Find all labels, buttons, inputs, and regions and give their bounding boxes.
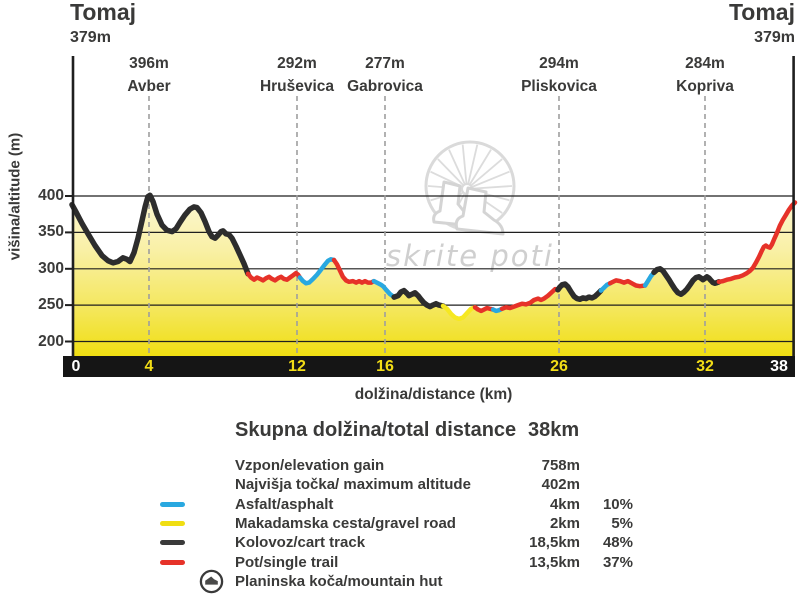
surface-color-swatch <box>160 559 185 565</box>
waypoint-label-gabrovica: 277m Gabrovica <box>315 52 455 98</box>
x-tick-label: 26 <box>550 358 568 375</box>
waypoint-altitude: 396m <box>129 55 169 72</box>
summary-row-label: Vzpon/elevation gain <box>235 457 385 474</box>
waypoint-label-avber: 396m Avber <box>79 52 219 98</box>
surface-color-swatch <box>160 501 185 507</box>
summary-row-percent: 48% <box>602 534 633 552</box>
summary-row-label: Najvišja točka/ maximum altitude <box>235 476 471 494</box>
summary-row-label: Asfalt/asphalt <box>235 495 334 513</box>
total-distance-value: 38km <box>528 419 580 441</box>
profile-segment-cart <box>69 192 251 277</box>
profile-segment-trail <box>716 200 798 285</box>
profile-segment-trail <box>472 305 496 314</box>
profile-segment-gravel <box>440 303 478 322</box>
surface-color-swatch <box>160 520 185 526</box>
mountain-hut-icon <box>199 569 224 594</box>
x-tick-label: 12 <box>288 358 306 375</box>
waypoint-altitude: 277m <box>365 55 405 72</box>
waypoint-label-pliskovica: 294m Pliskovica <box>489 52 629 98</box>
y-tick-label: 350 <box>38 223 64 241</box>
waypoint-name: Avber <box>127 78 171 95</box>
route-start-altitude: 379m <box>70 29 111 46</box>
profile-segment-cart <box>555 281 604 303</box>
summary-row: Kolovoz/cart track 18,5km 48% <box>160 533 638 552</box>
total-distance-row: Skupna dolžina/total distance 38km <box>235 419 579 442</box>
summary-row-label: Kolovoz/cart track <box>235 534 366 552</box>
waypoint-name: Gabrovica <box>347 78 423 95</box>
mountain-hut-legend: Planinska koča/mountain hut <box>199 569 443 594</box>
y-tick-label: 400 <box>38 187 64 204</box>
total-distance-label: Skupna dolžina/total distance <box>235 419 517 441</box>
y-tick-label: 200 <box>38 332 64 350</box>
x-tick-label: 32 <box>696 358 714 375</box>
summary-row-percent: 5% <box>611 514 633 532</box>
waypoint-altitude: 284m <box>685 55 725 72</box>
profile-segment-cart <box>651 266 722 297</box>
route-end-header: Tomaj 379m <box>729 0 795 47</box>
profile-segment-trail <box>499 286 561 312</box>
profile-segment-cart <box>391 287 446 310</box>
profile-segment-asphalt <box>371 278 397 300</box>
route-start-name: Tomaj <box>70 0 137 25</box>
profile-plot-canvas: skrite poti <box>63 56 798 377</box>
y-tick-label: 250 <box>38 296 64 314</box>
summary-row-label: Pot/single trail <box>235 553 339 571</box>
summary-row: Najvišja točka/ maximum altitude 402m <box>160 475 638 494</box>
summary-row-value: 18,5km <box>529 534 580 552</box>
route-end-name: Tomaj <box>728 0 795 25</box>
waypoint-altitude: 292m <box>277 55 317 72</box>
waypoint-label-kopriva: 284m Kopriva <box>635 52 775 98</box>
route-end-altitude: 379m <box>754 29 795 46</box>
x-axis-title: dolžina/distance (km) <box>354 386 513 403</box>
summary-row: Vzpon/elevation gain 758m <box>160 456 638 475</box>
mountain-hut-label: Planinska koča/mountain hut <box>235 573 443 590</box>
route-start-header: Tomaj 379m <box>70 0 136 47</box>
elevation-area-fill <box>72 195 795 356</box>
waypoint-label-hruševica: 292m Hruševica <box>227 52 367 98</box>
watermark-text: skrite poti <box>386 239 554 273</box>
summary-row-value: 2km <box>549 514 580 532</box>
x-tick-label: 38 <box>770 358 788 375</box>
skrite-poti-watermark-logo: skrite poti <box>386 140 554 273</box>
waypoint-name: Kopriva <box>676 78 734 95</box>
x-axis-bar <box>63 356 795 377</box>
summary-row: Makadamska cesta/gravel road 2km 5% <box>160 514 638 533</box>
summary-row-value: 758m <box>541 457 580 474</box>
summary-row-value: 402m <box>541 476 580 494</box>
x-tick-label: 16 <box>376 358 394 375</box>
waypoint-name: Hruševica <box>259 78 335 95</box>
profile-segment-trail <box>331 257 377 285</box>
x-tick-label: 4 <box>144 358 154 375</box>
summary-row: Pot/single trail 13,5km 37% <box>160 553 638 572</box>
profile-segment-asphalt <box>297 257 337 286</box>
summary-row-value: 4km <box>549 495 580 513</box>
boot-icon <box>454 186 505 236</box>
y-tick-label: 300 <box>38 259 64 277</box>
summary-row-value: 13,5km <box>529 553 580 571</box>
summary-row-label: Makadamska cesta/gravel road <box>235 514 456 532</box>
profile-segment-trail <box>245 270 303 283</box>
summary-row-percent: 37% <box>602 553 633 571</box>
summary-row: Asfalt/asphalt 4km 10% <box>160 495 638 514</box>
summary-row-percent: 10% <box>602 495 633 513</box>
surface-color-swatch <box>160 540 185 546</box>
waypoint-name: Pliskovica <box>521 78 597 95</box>
profile-segment-trail <box>607 278 648 289</box>
waypoint-altitude: 294m <box>539 55 579 72</box>
x-tick-label: 0 <box>71 358 81 375</box>
